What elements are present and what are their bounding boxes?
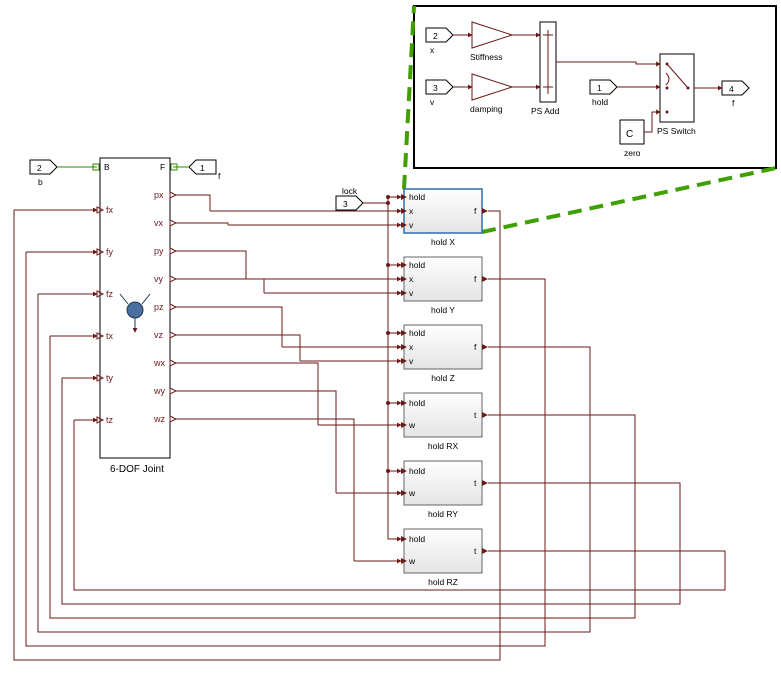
pin-hold: hold: [409, 328, 425, 338]
inset-port-hold-num: 1: [597, 83, 602, 93]
port-f-lbl: f: [218, 171, 221, 181]
wire: [388, 197, 401, 203]
block-label: hold RX: [428, 441, 459, 451]
joint-left-tx: tx: [106, 331, 114, 341]
block-hold-rx[interactable]: holdwthold RX: [401, 393, 488, 451]
port-f-num: 1: [200, 163, 205, 173]
joint-right-wy: wy: [153, 386, 165, 396]
wire: [176, 251, 246, 279]
inset-zero-sym: C: [626, 129, 633, 140]
wire: [176, 195, 210, 211]
port-lock-lbl: lock: [342, 186, 358, 196]
joint-left-fy: fy: [106, 247, 114, 257]
joint-left-tz: tz: [106, 415, 114, 425]
pin-w: w: [408, 556, 416, 566]
joint-right-pz: pz: [154, 302, 164, 312]
block-hold-y[interactable]: holdxvfhold Y: [401, 257, 488, 315]
joint-right-py: py: [154, 246, 164, 256]
joint-block[interactable]: B F fx fy fz tx ty tz px vx py vy pz vz wx wy wz 6-DO…: [97, 158, 176, 475]
junction: [386, 263, 390, 267]
wire: [176, 419, 354, 561]
wire: [74, 420, 725, 590]
joint-right-vx: vx: [154, 218, 164, 228]
wire: [388, 203, 401, 333]
block-hold-rz[interactable]: holdwthold RZ: [401, 529, 488, 587]
pin-hold: hold: [409, 466, 425, 476]
inset-port-hold-lbl: hold: [592, 97, 608, 107]
pin-hold: hold: [409, 192, 425, 202]
junction: [386, 331, 390, 335]
pin-hold: hold: [409, 534, 425, 544]
pin-hold: hold: [409, 260, 425, 270]
block-hold-ry[interactable]: holdwthold RY: [401, 461, 488, 519]
joint-left-fx: fx: [106, 205, 114, 215]
callout-line-1: [404, 6, 414, 189]
callout-line-2: [482, 168, 776, 232]
port-b[interactable]: 2 b: [30, 160, 57, 187]
wire: [176, 223, 228, 225]
inset-zero-lbl: zero: [624, 148, 641, 158]
globe-icon: [127, 302, 143, 318]
block-label: hold RZ: [428, 577, 458, 587]
pin-w: w: [408, 420, 416, 430]
wire: [176, 335, 300, 361]
wire: [388, 203, 401, 539]
pin-hold: hold: [409, 398, 425, 408]
joint-right-vz: vz: [154, 330, 164, 340]
wire: [176, 279, 264, 293]
joint-right-wx: wx: [153, 358, 165, 368]
junction: [386, 469, 390, 473]
svg-text:F: F: [160, 162, 165, 172]
wire: [176, 391, 336, 493]
wire: [176, 363, 318, 425]
inset-damping-lbl: damping: [470, 104, 503, 114]
port-lock[interactable]: 3 lock: [336, 186, 363, 210]
junction: [386, 401, 390, 405]
block-label: hold RY: [428, 509, 458, 519]
joint-label: 6-DOF Joint: [110, 464, 164, 475]
block-hold-z[interactable]: holdxvfhold Z: [401, 325, 488, 383]
inset-stiffness-lbl: Stiffness: [470, 52, 502, 62]
joint-right-wz: wz: [153, 414, 165, 424]
inset-port-v-num: 3: [433, 83, 438, 93]
port-f[interactable]: 1 f: [189, 160, 221, 181]
wire: [388, 203, 401, 265]
inset-port-x-num: 2: [433, 31, 438, 41]
block-hold-x[interactable]: holdxvfhold X: [401, 189, 488, 247]
wire: [388, 203, 401, 471]
joint-right-px: px: [154, 190, 164, 200]
port-b-num: 2: [37, 163, 42, 173]
pin-w: w: [408, 488, 416, 498]
inset-zero-block[interactable]: C zero: [620, 120, 644, 158]
inset-psadd-lbl: PS Add: [531, 106, 560, 116]
port-b-lbl: b: [38, 177, 43, 187]
wire: [176, 307, 282, 347]
inset-port-f-num: 4: [729, 84, 734, 94]
junction: [386, 201, 390, 205]
inset-psswitch-lbl: PS Switch: [657, 126, 696, 136]
joint-left-ty: ty: [106, 373, 114, 383]
block-label: hold X: [431, 237, 455, 247]
junction: [386, 195, 390, 199]
joint-right-vy: vy: [154, 274, 164, 284]
block-label: hold Z: [431, 373, 455, 383]
wire: [388, 203, 401, 403]
block-label: hold Y: [431, 305, 455, 315]
port-lock-num: 3: [343, 199, 348, 209]
joint-left-fz: fz: [106, 289, 114, 299]
svg-text:B: B: [104, 162, 110, 172]
